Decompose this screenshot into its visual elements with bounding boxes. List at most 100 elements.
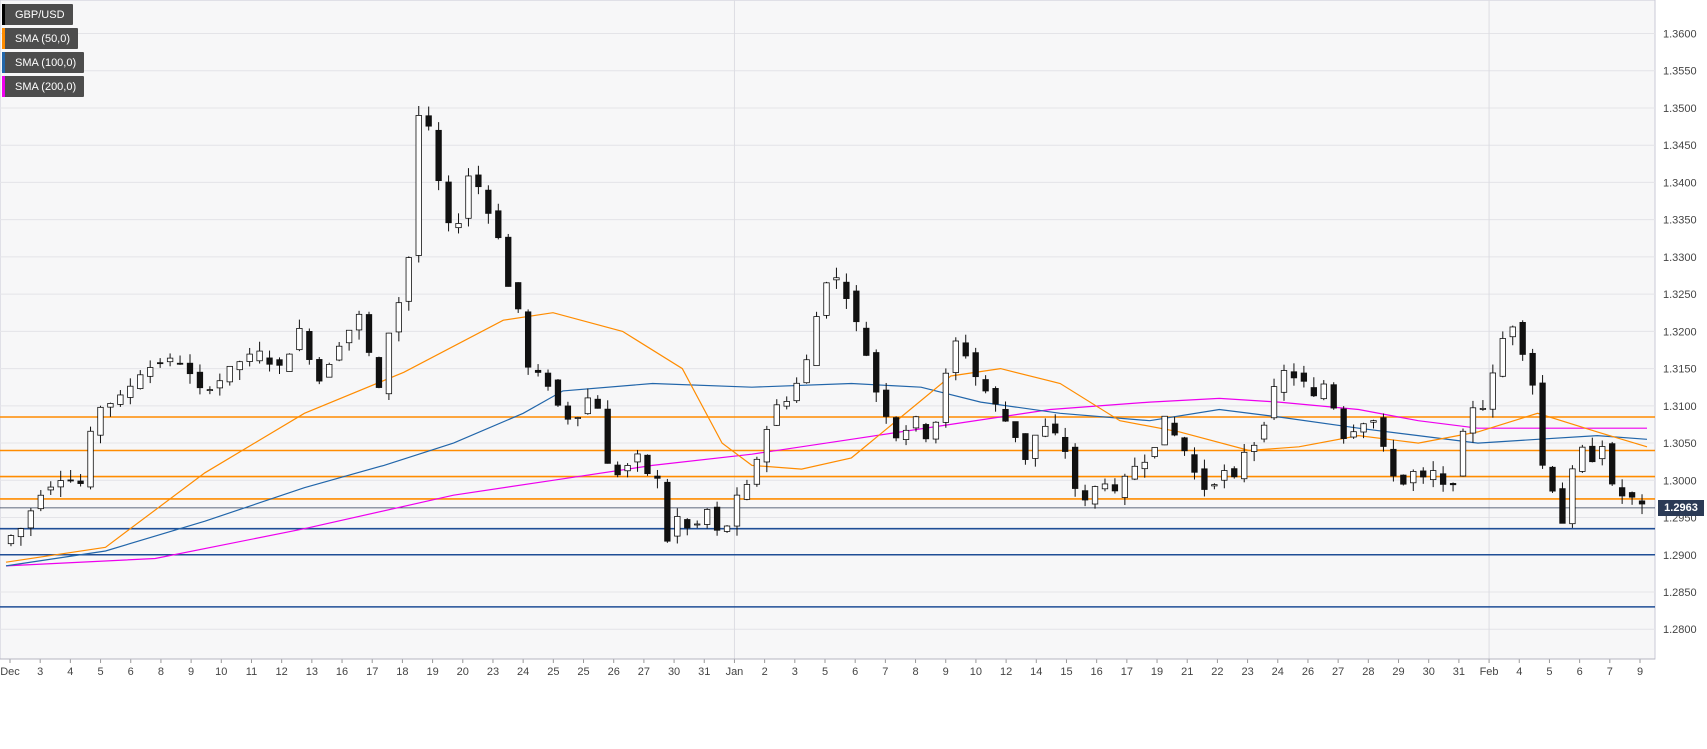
candle-bear — [1181, 437, 1188, 452]
candle-bull — [584, 397, 591, 415]
legend-swatch-sma50 — [2, 28, 5, 49]
candle-bear — [1022, 433, 1029, 460]
x-tick-label: 28 — [1362, 666, 1374, 678]
candle-bear — [1111, 484, 1119, 492]
legend-item-sma200[interactable]: SMA (200,0) — [2, 76, 85, 97]
candle-bear — [1002, 408, 1009, 422]
candle-bear — [1638, 500, 1646, 505]
x-tick-label: 14 — [1030, 666, 1042, 678]
x-tick-label: 7 — [1607, 666, 1613, 678]
sma200-line — [5, 397, 1647, 567]
candle-bull — [733, 494, 741, 527]
legend-swatch-gbpusd — [2, 4, 5, 25]
candle-bull — [385, 332, 393, 395]
sma50-line — [5, 312, 1648, 563]
x-tick-label: 5 — [822, 666, 828, 678]
candle-bear — [1380, 417, 1387, 447]
x-tick-label: 26 — [608, 666, 620, 678]
candle-bear — [276, 359, 283, 366]
x-tick-label: 31 — [1453, 666, 1465, 678]
candle-bear — [1340, 408, 1347, 439]
candle-bear — [1420, 470, 1427, 478]
y-tick-label: 1.2800 — [1663, 624, 1697, 636]
candle-bull — [952, 340, 959, 373]
candle-bear — [505, 236, 512, 287]
y-tick-label: 1.3600 — [1663, 29, 1697, 41]
y-tick-label: 1.3150 — [1663, 364, 1697, 376]
candle-bear — [1290, 371, 1298, 379]
candle-bull — [743, 484, 751, 500]
candle-bull — [1042, 425, 1049, 437]
candle-bull — [773, 404, 780, 426]
candle-bull — [942, 372, 949, 423]
candle-bear — [1052, 423, 1059, 434]
candle-bull — [405, 257, 412, 302]
x-tick-label: 16 — [336, 666, 348, 678]
x-tick-label: 22 — [1211, 666, 1223, 678]
candle-bear — [1549, 466, 1556, 492]
candle-bull — [763, 429, 770, 463]
candle-bear — [713, 506, 721, 531]
x-tick-label: 30 — [1423, 666, 1435, 678]
candle-bear — [365, 314, 373, 353]
candle-bull — [107, 403, 114, 408]
candle-bull — [17, 528, 25, 538]
candle-bull — [296, 328, 303, 351]
candle-bull — [246, 353, 253, 362]
candle-bear — [1628, 492, 1636, 498]
legend-item-sma50[interactable]: SMA (50,0) — [2, 28, 79, 49]
x-tick-label: 18 — [396, 666, 408, 678]
candle-bear — [1529, 352, 1536, 386]
legend-item-sma100[interactable]: SMA (100,0) — [2, 52, 85, 73]
candle-bear — [306, 331, 313, 360]
candle-bear — [594, 398, 601, 409]
candle-bear — [316, 359, 323, 382]
candle-bear — [157, 362, 164, 365]
x-tick-label: 12 — [1000, 666, 1012, 678]
candle-bull — [1032, 434, 1039, 459]
candle-bull — [783, 401, 790, 407]
x-tick-label: Jan — [726, 666, 744, 678]
candle-bear — [1191, 454, 1198, 473]
candle-bear — [922, 424, 930, 440]
candle-bull — [932, 421, 940, 440]
candle-bull — [803, 359, 810, 384]
legend-item-gbpusd[interactable]: GBP/USD — [2, 4, 73, 25]
x-tick-label: 8 — [912, 666, 918, 678]
candle-bull — [694, 523, 701, 526]
candle-bull — [1479, 407, 1487, 410]
candle-bull — [1101, 483, 1109, 490]
candle-bull — [1211, 484, 1218, 487]
x-tick-label: 25 — [547, 666, 559, 678]
candle-bull — [793, 382, 800, 402]
candle-bull — [1320, 383, 1327, 400]
y-tick-label: 1.3300 — [1663, 252, 1697, 264]
candle-bear — [554, 379, 562, 406]
candle-bull — [1270, 386, 1278, 419]
x-tick-label: 23 — [1241, 666, 1253, 678]
x-tick-label: 7 — [882, 666, 888, 678]
y-tick-label: 1.3100 — [1663, 401, 1697, 413]
candle-bear — [495, 210, 502, 239]
x-tick-label: 27 — [638, 666, 650, 678]
x-tick-label: 4 — [67, 666, 73, 678]
x-tick-label: 29 — [1392, 666, 1404, 678]
candle-bull — [634, 453, 641, 463]
candle-bull — [1350, 431, 1357, 438]
x-tick-label: 10 — [970, 666, 982, 678]
candle-bull — [833, 277, 840, 281]
candle-bull — [355, 313, 363, 331]
y-tick-label: 1.3400 — [1663, 177, 1697, 189]
y-tick-label: 1.3050 — [1663, 438, 1697, 450]
candle-bull — [912, 416, 920, 429]
x-tick-label: 5 — [1546, 666, 1552, 678]
candle-bull — [1280, 370, 1288, 393]
candle-bull — [236, 361, 243, 371]
candle-bear — [1390, 448, 1397, 477]
candle-bear — [515, 282, 522, 310]
y-tick-label: 1.3550 — [1663, 66, 1697, 78]
candle-bear — [1300, 372, 1308, 382]
x-tick-label: 6 — [1577, 666, 1583, 678]
candle-bear — [1609, 443, 1616, 485]
candle-bear — [77, 480, 84, 484]
